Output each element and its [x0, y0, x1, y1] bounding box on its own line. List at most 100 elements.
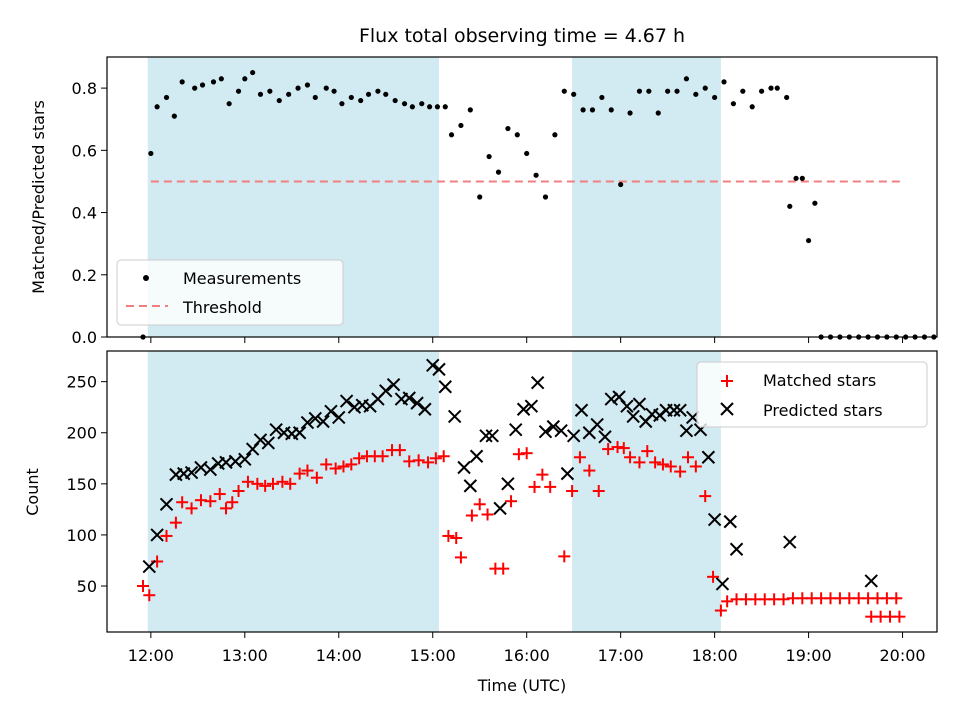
matched-star-point [329, 462, 342, 475]
predicted-star-point [426, 358, 440, 373]
matched-star-point [611, 441, 624, 454]
matched-star-point [573, 451, 586, 464]
measurement-point [409, 104, 415, 110]
predicted-star-point [308, 411, 322, 426]
predicted-star-point [566, 429, 581, 443]
measurement-point [427, 104, 433, 110]
predicted-star-point [546, 419, 561, 434]
matched-star-point [602, 443, 615, 456]
matched-star-point [284, 477, 297, 490]
predicted-star-point [184, 465, 199, 480]
measurement-point [467, 107, 473, 113]
top-ytick-label: 0.4 [72, 204, 97, 223]
measurement-point [401, 101, 408, 107]
legend-predicted-label: Predicted stars [763, 401, 883, 420]
matched-star-point [777, 593, 790, 606]
top-ytick-label: 0.6 [72, 141, 97, 160]
measurement-point [163, 94, 170, 101]
measurement-point [636, 88, 643, 94]
matched-star-point [353, 452, 366, 465]
matched-star-point [536, 468, 549, 481]
measurement-point [712, 94, 718, 101]
bottom-xtick-label: 18:00 [692, 646, 738, 665]
matched-star-point [544, 480, 557, 493]
predicted-star-point [379, 384, 393, 398]
measurement-point [448, 132, 455, 138]
matched-star-point [320, 458, 333, 471]
matched-star-point [345, 458, 358, 471]
measurement-point [434, 104, 441, 110]
predicted-star-point [620, 399, 634, 413]
measurement-point [730, 101, 737, 107]
predicted-star-point [632, 397, 647, 411]
predicted-star-point [203, 462, 218, 477]
predicted-star-point [324, 404, 338, 418]
matched-star-point [520, 447, 533, 460]
bottom-xtick-label: 13:00 [222, 646, 268, 665]
bottom-panel: 50 100 150 200 250 12:00 13:00 14:00 15:00 16:00… [23, 350, 938, 695]
matched-star-point [641, 445, 654, 458]
matched-star-point [422, 456, 435, 469]
measurement-point [312, 94, 318, 101]
matched-star-point [512, 448, 525, 461]
predicted-star-point [701, 450, 716, 464]
measurement-point [683, 76, 690, 82]
predicted-star-point [253, 433, 268, 447]
measurement-point [250, 69, 256, 76]
matched-star-point [566, 484, 579, 497]
predicted-star-point [261, 436, 276, 450]
measurement-point [235, 88, 242, 94]
measurement-point [505, 125, 511, 132]
predicted-star-point [604, 392, 618, 406]
measurement-point [365, 91, 372, 97]
predicted-star-point [673, 403, 687, 417]
predicted-star-point [410, 396, 424, 410]
top-ylabel: Matched/Predicted stars [29, 100, 48, 294]
predicted-star-point [347, 400, 362, 414]
measurement-point [276, 97, 282, 104]
measurement-point [383, 91, 389, 97]
measurement-point [524, 150, 530, 157]
matched-star-point [481, 508, 494, 521]
bottom-xtick-label: 16:00 [504, 646, 550, 665]
measurement-point [486, 153, 492, 160]
predicted-star-point [485, 429, 499, 443]
measurement-point [419, 101, 425, 107]
predicted-star-point [339, 394, 354, 408]
predicted-star-point [590, 417, 604, 432]
predicted-star-point [432, 362, 446, 377]
predicted-star-point [516, 402, 531, 416]
measurement-point [295, 85, 301, 91]
measurement-point [154, 104, 160, 110]
bottom-xtick-label: 15:00 [410, 646, 456, 665]
measurement-point [627, 110, 633, 116]
matched-star-point [241, 475, 254, 488]
bottom-axes-frame [106, 350, 938, 633]
matched-star-point [624, 451, 637, 464]
matched-star-point [293, 467, 306, 480]
measurement-point [242, 76, 248, 82]
measurement-point [392, 97, 398, 104]
predicted-star-point [723, 514, 737, 529]
top-legend: Measurements Threshold [116, 259, 344, 326]
matched-star-point [699, 490, 712, 503]
predicted-star-point [626, 409, 640, 424]
measurement-point [674, 88, 680, 94]
matched-star-point [143, 589, 156, 602]
predicted-star-point [667, 403, 681, 417]
predicted-star-point [554, 423, 568, 438]
legend-matched-marker [721, 375, 733, 387]
matched-star-point [259, 479, 272, 492]
measurement-point [477, 194, 483, 200]
matched-star-point [505, 495, 518, 508]
measurement-point [442, 104, 448, 110]
predicted-star-point [386, 378, 401, 392]
predicted-star-point [538, 425, 553, 439]
matched-star-point [558, 550, 571, 563]
measurement-point [721, 79, 727, 85]
matched-star-point [450, 531, 463, 544]
predicted-star-point [729, 542, 744, 556]
predicted-star-point [150, 528, 164, 542]
measurement-point [171, 113, 177, 119]
predicted-star-point [469, 449, 484, 463]
